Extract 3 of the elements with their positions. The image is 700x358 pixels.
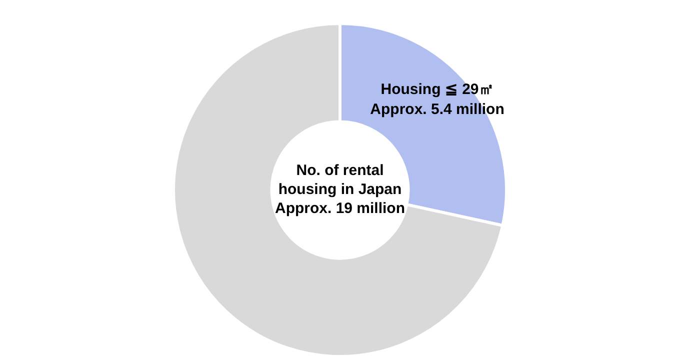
data-label: Approx. 5.4 million bbox=[370, 100, 504, 118]
text: No. of rental housing in Japan Approx. 19 million bbox=[274, 162, 406, 218]
slice-label: Housing ≦ 29㎡ bbox=[380, 80, 494, 98]
